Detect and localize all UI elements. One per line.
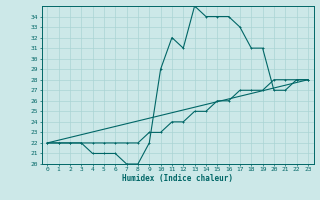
X-axis label: Humidex (Indice chaleur): Humidex (Indice chaleur) xyxy=(122,174,233,183)
